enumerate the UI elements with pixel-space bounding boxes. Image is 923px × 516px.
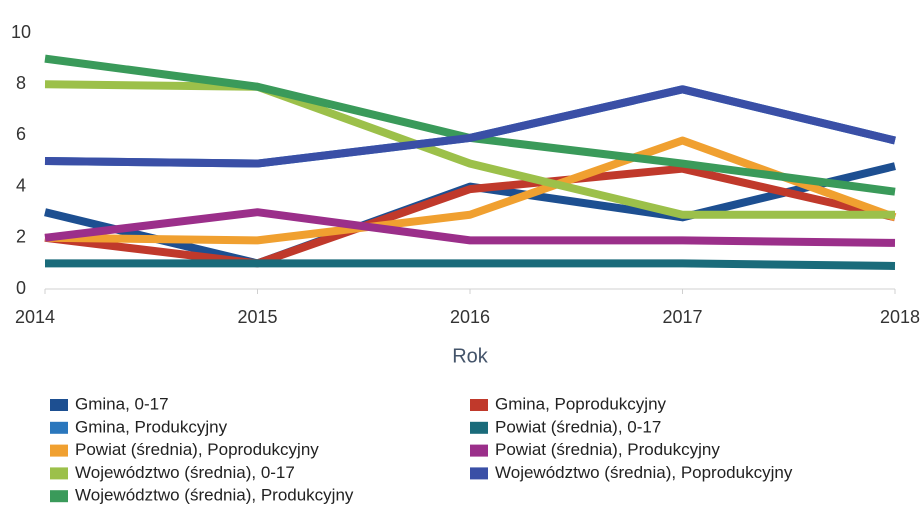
y-tick-label: 4 bbox=[16, 175, 26, 195]
legend-swatch bbox=[470, 399, 488, 411]
x-tick-label: 2014 bbox=[15, 307, 55, 327]
legend-swatch bbox=[470, 444, 488, 457]
y-tick-label: 10 bbox=[11, 22, 31, 42]
legend-label: Województwo (średnia), Poprodukcyjny bbox=[495, 463, 793, 482]
legend-swatch bbox=[50, 444, 68, 457]
legend-label: Województwo (średnia), Produkcyjny bbox=[75, 486, 354, 505]
x-tick-label: 2016 bbox=[450, 307, 490, 327]
y-tick-label: 2 bbox=[16, 227, 26, 247]
x-axis-title: Rok bbox=[452, 345, 489, 367]
legend-label: Województwo (średnia), 0-17 bbox=[75, 463, 295, 482]
series-line bbox=[44, 85, 896, 168]
legend-label: Powiat (średnia), 0-17 bbox=[495, 417, 661, 436]
legend-label: Gmina, Produkcyjny bbox=[75, 417, 228, 436]
legend-swatch bbox=[50, 421, 68, 434]
series-line bbox=[44, 85, 896, 168]
legend-swatch bbox=[470, 421, 488, 434]
legend-swatch bbox=[50, 399, 68, 411]
legend-swatch bbox=[50, 490, 68, 503]
legend-label: Powiat (średnia), Poprodukcyjny bbox=[75, 440, 319, 459]
y-tick-label: 6 bbox=[16, 124, 26, 144]
series-line bbox=[44, 208, 896, 247]
x-tick-label: 2017 bbox=[662, 307, 702, 327]
series-line bbox=[44, 54, 896, 196]
legend-label: Powiat (średnia), Produkcyjny bbox=[495, 440, 720, 459]
legend-swatch bbox=[50, 467, 68, 480]
series-line bbox=[44, 80, 895, 219]
legend-swatch bbox=[470, 467, 488, 480]
series-line bbox=[45, 259, 896, 270]
legend-label: Gmina, Poprodukcyjny bbox=[495, 394, 667, 413]
y-tick-label: 0 bbox=[16, 278, 26, 298]
x-tick-label: 2015 bbox=[237, 307, 277, 327]
series-line bbox=[44, 164, 896, 268]
series-line bbox=[44, 136, 897, 245]
y-tick-label: 8 bbox=[16, 73, 26, 93]
x-tick-label: 2018 bbox=[880, 307, 920, 327]
legend-label: Gmina, 0-17 bbox=[75, 394, 169, 413]
